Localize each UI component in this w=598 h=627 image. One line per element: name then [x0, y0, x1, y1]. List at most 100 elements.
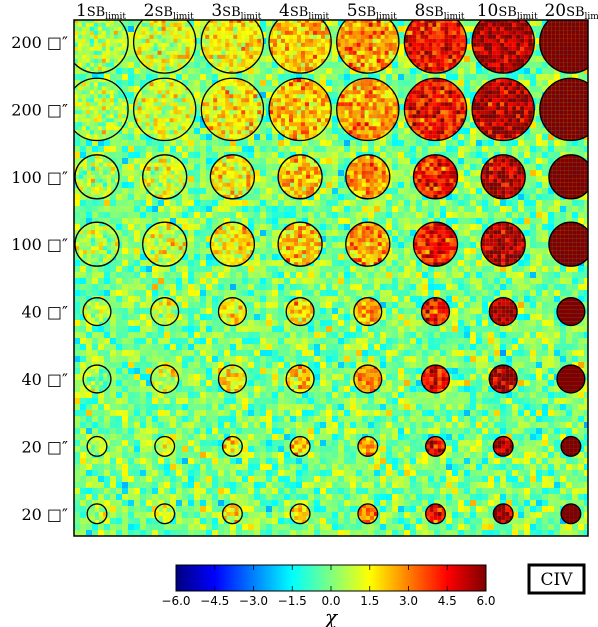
source-aperture — [492, 503, 514, 525]
aperture-circle — [357, 503, 379, 525]
source-aperture — [357, 435, 379, 457]
colorbar: −6.0 −4.5 −3.0 −1.5 0.0 1.5 3.0 4.5 6.0 χ — [161, 564, 496, 627]
line-label: CIV — [541, 570, 574, 590]
source-aperture — [217, 364, 247, 394]
aperture-circle — [154, 503, 176, 525]
aperture-circle — [345, 221, 391, 267]
source-aperture — [471, 77, 535, 142]
aperture-circle — [412, 221, 459, 267]
source-aperture — [353, 297, 383, 327]
aperture-circle — [488, 364, 518, 394]
aperture-circle — [492, 503, 514, 525]
aperture-circle — [132, 77, 197, 142]
source-aperture — [560, 503, 582, 525]
line-label-box: CIV — [527, 563, 586, 595]
colorbar-tick-label: 4.5 — [438, 594, 457, 608]
source-aperture — [420, 364, 451, 394]
source-aperture — [82, 297, 112, 327]
aperture-circle — [539, 77, 588, 142]
source-aperture — [480, 221, 526, 267]
row-label: 40 □″ — [21, 370, 68, 389]
aperture-circle — [209, 154, 256, 200]
source-aperture — [150, 364, 180, 394]
aperture-circle — [353, 364, 383, 394]
source-aperture — [74, 154, 120, 200]
aperture-circle — [353, 297, 383, 327]
source-aperture — [548, 154, 588, 200]
aperture-circle — [539, 20, 588, 74]
source-aperture — [420, 297, 451, 327]
source-aperture — [425, 435, 446, 457]
aperture-circle — [86, 435, 108, 457]
column-label: 2SBlimit — [144, 1, 194, 22]
column-label: 3SBlimit — [211, 1, 261, 22]
aperture-circle — [142, 154, 188, 200]
source-aperture — [556, 297, 586, 327]
colorbar-tick-label: −3.0 — [239, 594, 268, 608]
source-aperture — [142, 221, 188, 267]
source-aperture — [221, 435, 243, 457]
colorbar-tick-label: −4.5 — [200, 594, 229, 608]
row-label: 200 □″ — [11, 100, 68, 119]
column-label: 5SBlimit — [347, 1, 397, 22]
aperture-circle — [556, 297, 586, 327]
colorbar-tick-label: 0.0 — [321, 594, 340, 608]
aperture-circle — [336, 77, 400, 142]
aperture-circle — [86, 503, 108, 525]
aperture-circle — [357, 435, 379, 457]
aperture-circle — [492, 435, 514, 457]
source-aperture — [285, 364, 315, 394]
column-label: 4SBlimit — [279, 1, 329, 22]
source-aperture — [492, 435, 514, 457]
row-labels: 200 □″ 200 □″ 100 □″ 100 □″ 40 □″ 40 □″ 20 □″ 2… — [11, 33, 68, 524]
aperture-circle — [268, 77, 332, 142]
colorbar-tick-label: −1.5 — [278, 594, 307, 608]
aperture-circle — [268, 20, 332, 74]
source-aperture — [217, 297, 247, 327]
aperture-circle — [471, 20, 535, 74]
aperture-circle — [154, 435, 176, 457]
aperture-circle — [556, 364, 586, 394]
row-label: 100 □″ — [11, 235, 68, 254]
source-aperture — [221, 503, 243, 525]
source-aperture — [86, 503, 108, 525]
aperture-circle — [548, 221, 588, 267]
aperture-circle — [560, 435, 582, 457]
source-aperture — [488, 297, 518, 327]
aperture-circle — [560, 503, 582, 525]
source-aperture — [412, 154, 459, 200]
aperture-circle — [74, 154, 120, 200]
aperture-circle — [142, 221, 188, 267]
source-aperture — [289, 503, 311, 525]
column-label: 20SBlimit — [544, 1, 598, 22]
source-aperture — [289, 435, 311, 457]
colorbar-tick-label: 1.5 — [360, 594, 379, 608]
source-aperture — [209, 221, 256, 267]
source-aperture — [132, 77, 197, 142]
aperture-circle — [209, 221, 256, 267]
aperture-circle — [221, 435, 243, 457]
aperture-circle — [289, 503, 311, 525]
source-aperture — [539, 20, 588, 74]
column-label: 8SBlimit — [414, 1, 464, 22]
colorbar-tick-label: −6.0 — [161, 594, 190, 608]
aperture-circle — [74, 221, 120, 267]
aperture-circle — [403, 77, 468, 142]
aperture-circle — [548, 154, 588, 200]
aperture-circle — [480, 221, 526, 267]
aperture-circle — [412, 154, 459, 200]
column-label: 10SBlimit — [477, 1, 538, 22]
source-aperture — [154, 435, 176, 457]
colorbar-label: χ — [323, 605, 339, 627]
source-aperture — [209, 154, 256, 200]
row-label: 20 □″ — [21, 505, 68, 524]
aperture-circle — [420, 297, 451, 327]
aperture-circle — [277, 154, 323, 200]
aperture-circle — [200, 77, 265, 142]
aperture-circle — [74, 77, 129, 142]
source-aperture — [560, 435, 582, 457]
row-label: 40 □″ — [21, 303, 68, 322]
source-aperture — [345, 221, 391, 267]
aperture-circle — [82, 364, 112, 394]
source-aperture — [556, 364, 586, 394]
